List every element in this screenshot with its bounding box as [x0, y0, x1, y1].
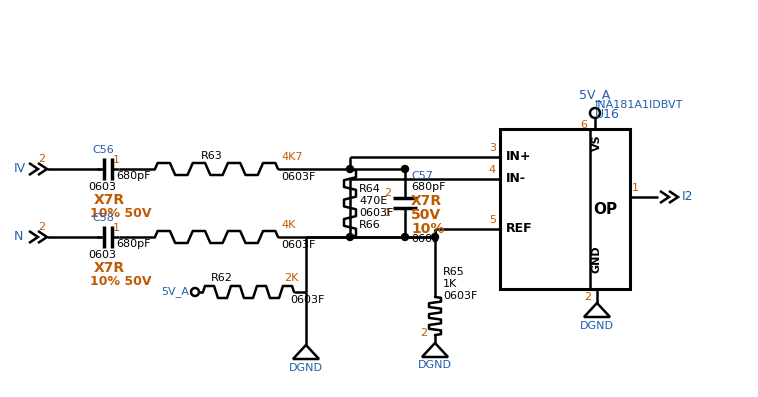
Text: VS: VS	[592, 135, 602, 151]
Text: 5: 5	[489, 215, 496, 225]
Bar	[500, 129, 630, 289]
Text: 2: 2	[584, 292, 591, 302]
Text: 0603: 0603	[88, 250, 116, 260]
Text: U16: U16	[595, 108, 620, 121]
Text: 2: 2	[39, 222, 45, 232]
Text: 6: 6	[580, 120, 587, 130]
Text: 2K: 2K	[284, 273, 299, 283]
Circle shape	[402, 166, 409, 173]
Text: 2: 2	[420, 328, 427, 338]
Text: C56: C56	[92, 145, 114, 155]
Text: 0603F: 0603F	[281, 172, 315, 182]
Text: OP: OP	[593, 202, 617, 216]
Text: 5V_A: 5V_A	[161, 287, 189, 297]
Text: 1K: 1K	[443, 279, 457, 289]
Text: I2: I2	[682, 191, 694, 204]
Text: R64: R64	[359, 184, 381, 194]
Text: R62: R62	[211, 273, 233, 283]
Text: 2: 2	[39, 154, 45, 164]
Text: R66: R66	[359, 220, 381, 230]
Text: 10% 50V: 10% 50V	[90, 207, 152, 220]
Text: 0603F: 0603F	[359, 208, 393, 218]
Text: 1: 1	[113, 155, 120, 165]
Text: 680pF: 680pF	[411, 182, 446, 192]
Text: C58: C58	[92, 213, 114, 223]
Text: IV: IV	[14, 162, 26, 175]
Text: 1: 1	[113, 223, 120, 233]
Circle shape	[346, 166, 353, 173]
Text: 470E: 470E	[359, 196, 387, 206]
Text: 5V_A: 5V_A	[579, 88, 611, 101]
Text: 3: 3	[489, 143, 496, 153]
Text: DGND: DGND	[418, 360, 452, 370]
Text: C57: C57	[411, 171, 433, 181]
Text: 0603: 0603	[88, 182, 116, 192]
Circle shape	[431, 233, 438, 241]
Text: GND: GND	[592, 245, 602, 273]
Text: X7R: X7R	[94, 193, 125, 207]
Text: X7R: X7R	[94, 261, 125, 275]
Text: 0603F: 0603F	[290, 295, 324, 305]
Text: 1: 1	[632, 183, 639, 193]
Text: 0603F: 0603F	[281, 240, 315, 250]
Text: R63: R63	[201, 151, 222, 161]
Text: INA181A1IDBVT: INA181A1IDBVT	[595, 100, 684, 110]
Text: 4K7: 4K7	[281, 152, 302, 162]
Text: IN-: IN-	[506, 173, 526, 185]
Circle shape	[346, 233, 353, 241]
Circle shape	[402, 233, 409, 241]
Text: 10% 50V: 10% 50V	[90, 275, 152, 288]
Text: IN+: IN+	[506, 150, 531, 164]
Text: DGND: DGND	[289, 363, 323, 373]
Text: REF: REF	[506, 222, 533, 235]
Text: 10%: 10%	[411, 222, 444, 236]
Text: 680pF: 680pF	[116, 239, 151, 249]
Text: R65: R65	[443, 267, 465, 277]
Text: 1: 1	[384, 208, 391, 218]
Text: 4: 4	[489, 165, 496, 175]
Text: 4K: 4K	[281, 220, 296, 230]
Text: 680pF: 680pF	[116, 171, 151, 181]
Text: X7R: X7R	[411, 194, 442, 208]
Text: DGND: DGND	[580, 321, 614, 331]
Text: 50V: 50V	[411, 208, 441, 222]
Text: 0603F: 0603F	[443, 291, 478, 301]
Text: 0603: 0603	[411, 234, 439, 244]
Text: 2: 2	[384, 188, 391, 198]
Text: N: N	[14, 231, 23, 243]
